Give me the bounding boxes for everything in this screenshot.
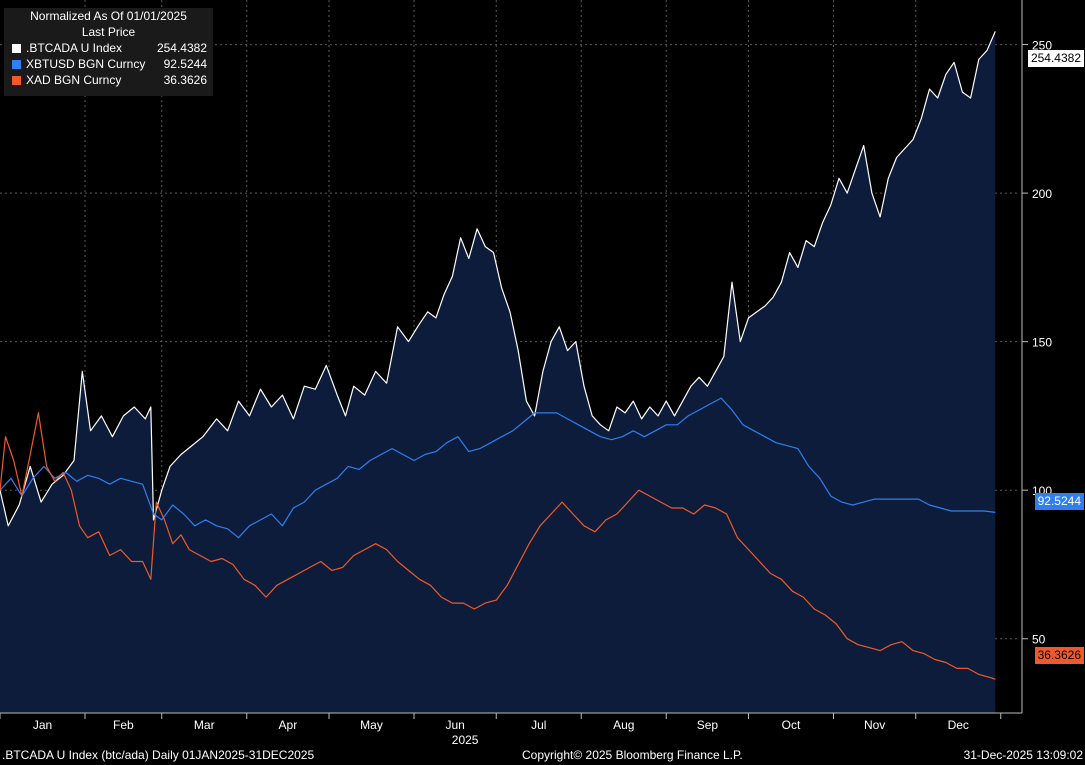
- x-tick-label: Oct: [782, 718, 801, 732]
- legend-entry-xbtusd: XBTUSD BGN Curncy 92.5244: [4, 56, 213, 72]
- x-tick-label: Jun: [445, 718, 464, 732]
- legend-entry-xad: XAD BGN Curncy 36.3626: [4, 72, 213, 88]
- x-tick-label: Dec: [948, 718, 969, 732]
- x-tick-label: Sep: [697, 718, 719, 732]
- x-tick-label: Jul: [531, 718, 546, 732]
- legend-name-btcada: .BTCADA U Index: [26, 41, 123, 55]
- x-tick-label: May: [360, 718, 383, 732]
- footer-left: .BTCADA U Index (btc/ada) Daily 01JAN202…: [2, 748, 315, 762]
- legend-swatch-xad: [12, 76, 21, 85]
- legend-subtitle: Last Price: [81, 25, 136, 39]
- series-line-btcada-u-index: [0, 31, 996, 527]
- last-price-tag-xbtusd: 92.5244: [1034, 493, 1084, 510]
- footer-right: 31-Dec-2025 13:09:02: [963, 748, 1083, 762]
- legend-value-xad: 36.3626: [163, 73, 207, 87]
- last-price-tag-xad: 36.3626: [1034, 647, 1084, 664]
- y-tick-label: 50: [1032, 633, 1046, 647]
- x-tick-label: Apr: [279, 718, 298, 732]
- legend: Normalized As Of 01/01/2025 Last Price .…: [4, 8, 213, 96]
- y-tick-label: 150: [1032, 336, 1052, 350]
- legend-swatch-xbtusd: [12, 60, 21, 69]
- last-price-tag-btcada: 254.4382: [1027, 50, 1084, 67]
- footer-center: Copyright© 2025 Bloomberg Finance L.P.: [522, 748, 743, 762]
- legend-name-xad: XAD BGN Curncy: [26, 73, 122, 87]
- x-tick-label: Nov: [864, 718, 885, 732]
- series-line-xad-bgn-curncy: [0, 412, 996, 680]
- y-tick-label: 200: [1032, 187, 1052, 201]
- legend-value-btcada: 254.4382: [156, 41, 207, 55]
- x-tick-label: Aug: [613, 718, 634, 732]
- legend-title: Normalized As Of 01/01/2025: [30, 9, 187, 23]
- legend-name-xbtusd: XBTUSD BGN Curncy: [26, 57, 146, 71]
- x-tick-label: Feb: [113, 718, 134, 732]
- legend-swatch-btcada: [12, 44, 21, 53]
- y-tick-label: 250: [1032, 39, 1052, 53]
- legend-entry-btcada: .BTCADA U Index 254.4382: [4, 40, 213, 56]
- x-axis-label: 2025: [452, 733, 479, 747]
- x-tick-label: Jan: [33, 718, 52, 732]
- area-0: [0, 31, 996, 713]
- legend-value-xbtusd: 92.5244: [163, 57, 207, 71]
- btcada-area: [0, 31, 996, 713]
- series-lines: [0, 31, 996, 680]
- x-tick-label: Mar: [194, 718, 215, 732]
